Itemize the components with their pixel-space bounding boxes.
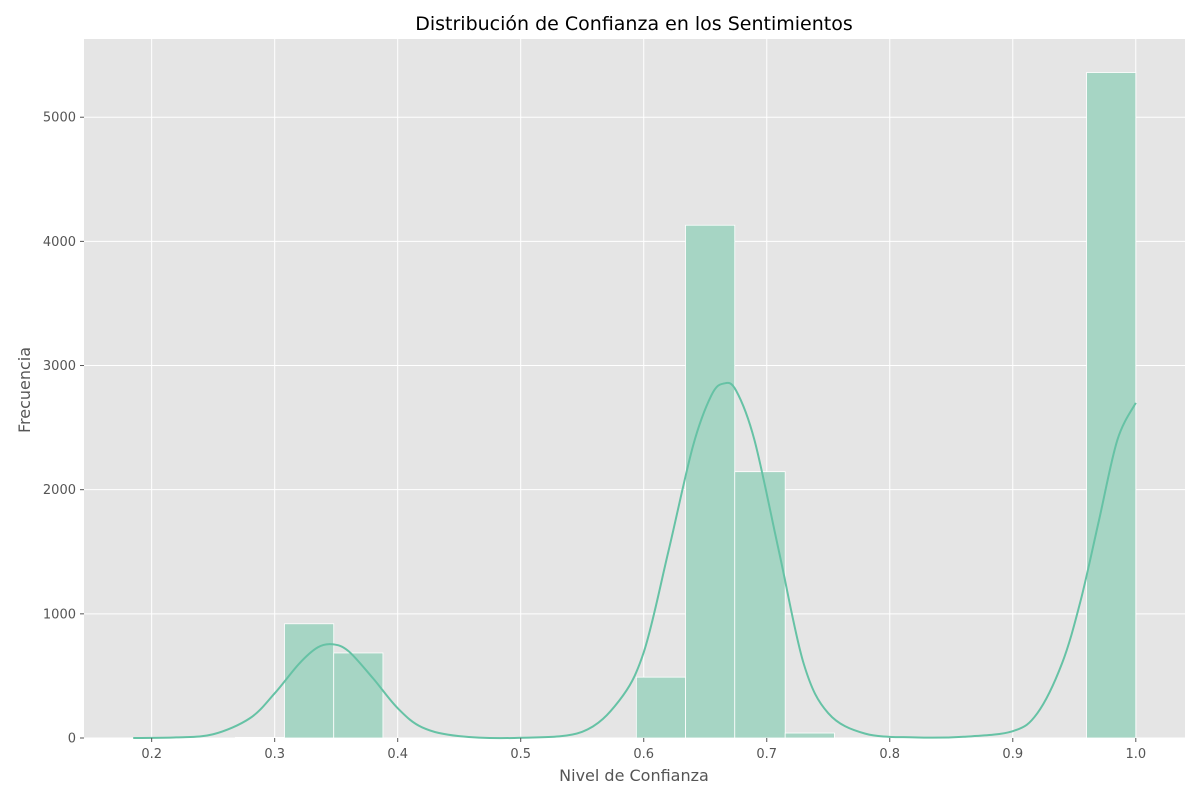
y-tick-label: 0: [68, 732, 76, 747]
y-axis-label: Frecuencia: [15, 347, 34, 433]
histogram-bars: [234, 72, 1137, 739]
histogram-bar: [1086, 72, 1137, 739]
y-tick-label: 4000: [43, 235, 76, 250]
chart-title: Distribución de Confianza en los Sentimi…: [415, 13, 853, 35]
x-tick-label: 0.6: [633, 747, 654, 762]
histogram-bar: [734, 471, 786, 739]
histogram-bar: [333, 652, 384, 739]
x-axis-label: Nivel de Confianza: [559, 766, 709, 785]
kde-curve: [133, 381, 1137, 740]
x-tick-label: 0.3: [264, 747, 285, 762]
y-axis-ticks: 0 1000 2000 3000 4000 5000: [43, 111, 84, 747]
x-tick-label: 0.8: [879, 747, 900, 762]
plot-background: [84, 39, 1185, 738]
x-tick-label: 1.0: [1125, 747, 1146, 762]
x-tick-label: 0.5: [510, 747, 531, 762]
x-tick-label: 0.2: [141, 747, 162, 762]
x-tick-label: 0.4: [387, 747, 408, 762]
histogram-bar: [685, 224, 736, 739]
x-tick-label: 0.7: [756, 747, 777, 762]
grid-lines: [84, 39, 1185, 739]
x-tick-label: 0.9: [1002, 747, 1023, 762]
histogram-bar: [234, 736, 285, 739]
x-axis-ticks: 0.2 0.3 0.4 0.5 0.6 0.7 0.8 0.9 1.0: [141, 738, 1146, 762]
y-tick-label: 1000: [43, 607, 76, 622]
histogram-bar: [284, 623, 335, 739]
y-tick-label: 2000: [43, 483, 76, 498]
y-tick-label: 3000: [43, 359, 76, 374]
histogram-bar: [784, 732, 835, 739]
y-tick-label: 5000: [43, 111, 76, 126]
histogram-bar: [635, 676, 686, 739]
